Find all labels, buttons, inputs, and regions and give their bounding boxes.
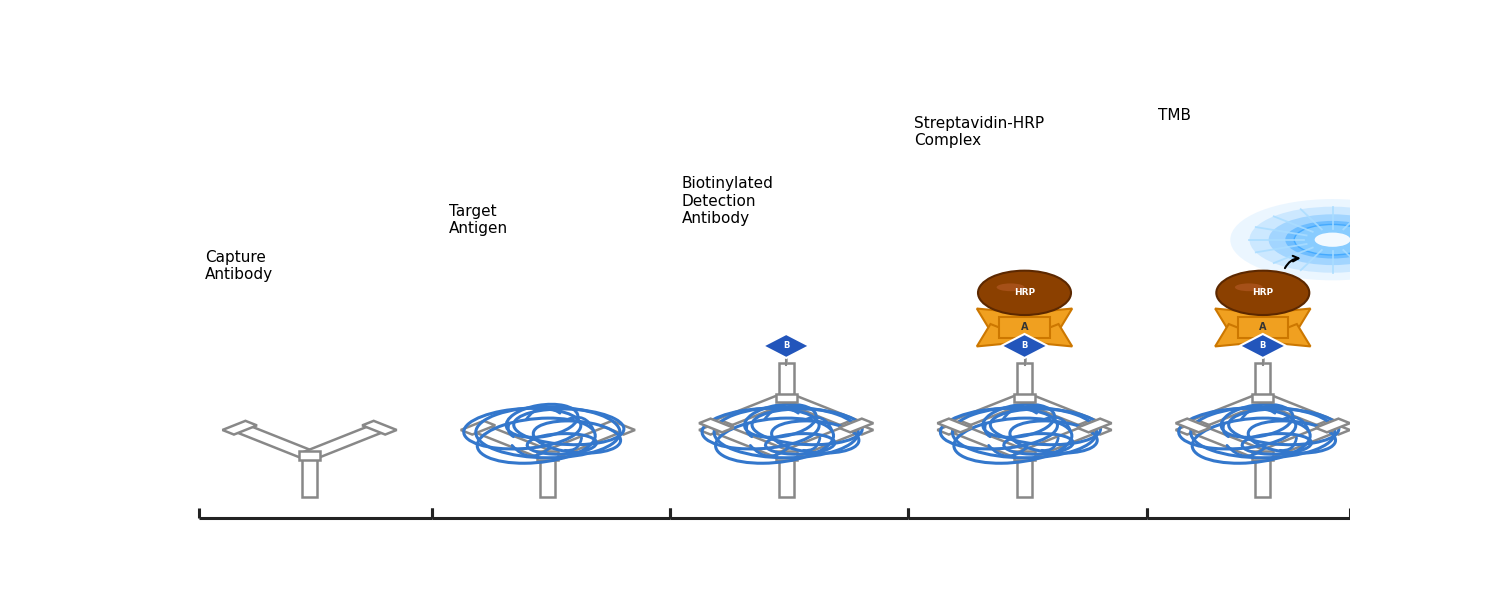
Polygon shape: [764, 334, 810, 358]
FancyBboxPatch shape: [1238, 317, 1288, 338]
Circle shape: [1314, 233, 1350, 247]
Bar: [537, 451, 558, 460]
Polygon shape: [1004, 319, 1034, 331]
Bar: [362, 421, 396, 434]
Text: B: B: [783, 341, 789, 350]
Bar: [222, 421, 256, 434]
Bar: [839, 419, 873, 433]
Bar: [1176, 421, 1210, 434]
Text: Streptavidin-HRP
Complex: Streptavidin-HRP Complex: [914, 116, 1044, 148]
Text: Target
Antigen: Target Antigen: [448, 203, 509, 236]
Text: A: A: [1020, 322, 1029, 332]
Polygon shape: [778, 395, 864, 428]
Ellipse shape: [1216, 271, 1310, 315]
Polygon shape: [302, 425, 387, 458]
Polygon shape: [1002, 334, 1047, 358]
Bar: [839, 421, 873, 434]
Polygon shape: [1239, 334, 1286, 358]
Polygon shape: [1256, 395, 1340, 428]
Text: B: B: [1022, 341, 1028, 350]
Bar: [938, 421, 972, 434]
Bar: [1256, 455, 1270, 497]
Polygon shape: [1254, 324, 1311, 346]
Text: Capture
Antibody: Capture Antibody: [206, 250, 273, 282]
Bar: [699, 421, 734, 434]
Polygon shape: [946, 395, 1032, 428]
Text: B: B: [1260, 341, 1266, 350]
Polygon shape: [1254, 324, 1284, 336]
Polygon shape: [1017, 425, 1102, 458]
Polygon shape: [471, 425, 555, 458]
Text: Biotinylated
Detection
Antibody: Biotinylated Detection Antibody: [681, 176, 774, 226]
Bar: [460, 421, 495, 434]
Bar: [600, 421, 634, 434]
Bar: [1077, 419, 1112, 433]
Bar: [1316, 421, 1350, 434]
Polygon shape: [1016, 324, 1046, 336]
Circle shape: [1230, 199, 1436, 280]
Polygon shape: [232, 425, 316, 458]
Ellipse shape: [996, 283, 1024, 291]
Polygon shape: [1004, 324, 1034, 336]
Bar: [1014, 451, 1035, 460]
Polygon shape: [1215, 308, 1272, 331]
Bar: [938, 419, 972, 433]
Polygon shape: [778, 425, 864, 458]
Polygon shape: [1256, 425, 1340, 458]
Circle shape: [1269, 214, 1396, 265]
Bar: [1316, 419, 1350, 433]
Bar: [776, 394, 796, 402]
Bar: [1017, 455, 1032, 497]
Polygon shape: [1254, 308, 1311, 331]
Polygon shape: [710, 425, 794, 458]
Bar: [1252, 394, 1274, 402]
Polygon shape: [1016, 324, 1072, 346]
Text: A: A: [1258, 322, 1266, 332]
Polygon shape: [710, 395, 794, 428]
Text: TMB: TMB: [1158, 109, 1191, 124]
Polygon shape: [1016, 319, 1046, 331]
Ellipse shape: [978, 271, 1071, 315]
Bar: [540, 455, 555, 497]
Polygon shape: [1240, 324, 1272, 336]
Circle shape: [1250, 206, 1416, 273]
Polygon shape: [1240, 319, 1272, 331]
Polygon shape: [976, 308, 1034, 331]
Polygon shape: [1254, 319, 1284, 331]
Circle shape: [1286, 221, 1380, 259]
Polygon shape: [1016, 308, 1072, 331]
Bar: [776, 451, 796, 460]
Polygon shape: [540, 425, 626, 458]
Bar: [778, 363, 794, 398]
Polygon shape: [976, 324, 1034, 346]
Polygon shape: [1215, 324, 1272, 346]
Bar: [1256, 363, 1270, 398]
Text: HRP: HRP: [1014, 289, 1035, 298]
Ellipse shape: [1234, 283, 1263, 291]
Bar: [1077, 421, 1112, 434]
Circle shape: [1294, 224, 1371, 255]
Bar: [298, 451, 320, 460]
Bar: [778, 455, 794, 497]
Bar: [1017, 363, 1032, 398]
Text: HRP: HRP: [1252, 289, 1274, 298]
Bar: [1252, 451, 1274, 460]
Polygon shape: [946, 425, 1032, 458]
Bar: [302, 455, 316, 497]
Polygon shape: [1185, 425, 1270, 458]
Polygon shape: [1185, 395, 1270, 428]
FancyBboxPatch shape: [999, 317, 1050, 338]
Bar: [1014, 394, 1035, 402]
Bar: [1176, 419, 1210, 433]
Polygon shape: [1017, 395, 1102, 428]
Bar: [699, 419, 734, 433]
